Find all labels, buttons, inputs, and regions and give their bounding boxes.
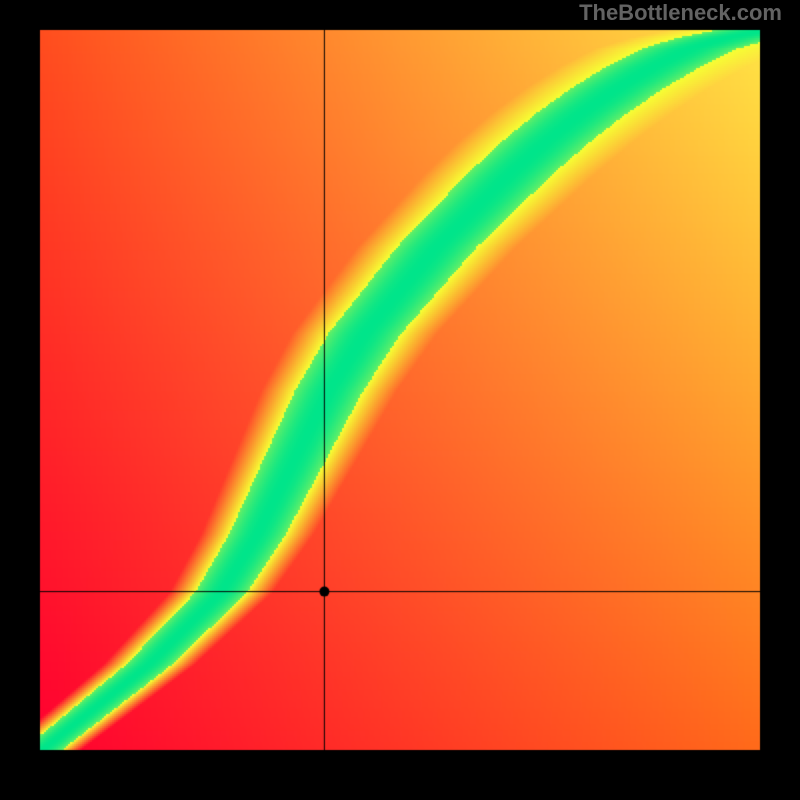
chart-container: TheBottleneck.com xyxy=(0,0,800,800)
watermark-label: TheBottleneck.com xyxy=(579,0,782,26)
heatmap-canvas xyxy=(0,0,800,800)
